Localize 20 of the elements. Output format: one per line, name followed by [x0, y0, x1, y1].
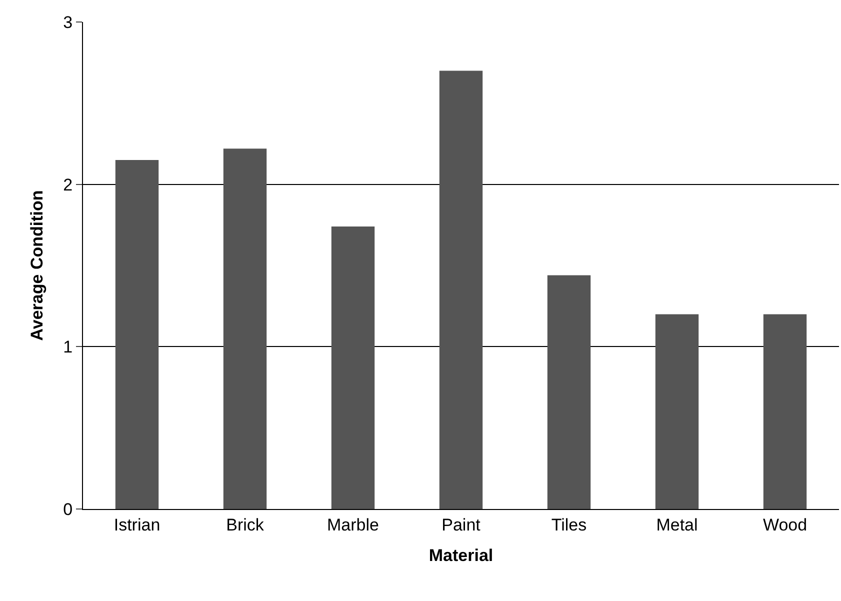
bar — [115, 160, 159, 509]
x-axis-title: Material — [428, 546, 494, 565]
bar — [331, 226, 375, 509]
y-tick-label: 1 — [63, 338, 73, 357]
x-tick-label: Marble — [327, 515, 379, 534]
x-tick-label: Wood — [762, 515, 808, 534]
bar — [655, 314, 699, 509]
x-tick-label: Tiles — [551, 515, 587, 534]
y-tick-label: 2 — [63, 175, 73, 194]
bar — [763, 314, 807, 509]
x-tick-label: Metal — [656, 515, 698, 534]
bar — [439, 70, 483, 509]
x-tick-label: Istrian — [114, 515, 160, 534]
y-tick-label: 3 — [63, 12, 73, 32]
bar — [223, 148, 267, 509]
x-tick-label: Paint — [442, 515, 481, 534]
bar — [547, 275, 591, 509]
y-axis-title: Average Condition — [28, 190, 47, 341]
x-tick-label: Brick — [226, 515, 264, 534]
y-tick-label: 0 — [63, 500, 73, 519]
